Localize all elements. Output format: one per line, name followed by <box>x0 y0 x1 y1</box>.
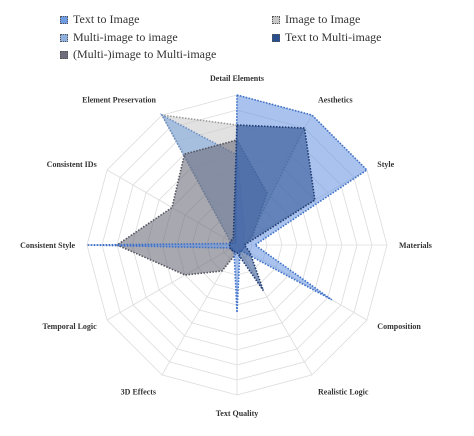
radar-series <box>86 93 369 313</box>
legend-label: Multi-image to image <box>73 30 178 44</box>
legend-swatch <box>272 15 280 24</box>
legend-item-multi-image-to-image: Multi-image to image <box>60 30 178 45</box>
axis-label-element-preservation: Element Preservation <box>82 96 156 105</box>
legend: Text to Image Image to Image Multi-image… <box>0 0 474 70</box>
axis-label-detail-elements: Detail Elements <box>210 74 264 83</box>
axis-label-realistic-logic: Realistic Logic <box>318 387 369 396</box>
axis-label-3d-effects: 3D Effects <box>121 387 156 396</box>
axis-label-composition: Composition <box>377 322 421 331</box>
axis-labels: Detail Elements Aesthetics Style Materials C… <box>20 74 432 418</box>
axis-label-aesthetics: Aesthetics <box>318 96 353 105</box>
legend-label: Text to Image <box>73 12 140 26</box>
axis-label-consistent-ids: Consistent IDs <box>47 160 97 169</box>
axis-label-temporal-logic: Temporal Logic <box>43 322 98 331</box>
legend-label: (Multi-)image to Multi-image <box>73 47 217 61</box>
axis-label-materials: Materials <box>399 241 432 250</box>
axis-label-text-quality: Text Quality <box>216 409 259 418</box>
axis-label-style: Style <box>377 160 394 169</box>
axis-label-consistent-style: Consistent Style <box>20 241 75 250</box>
legend-swatch <box>60 33 68 42</box>
legend-item-image-to-image: Image to Image <box>272 12 360 27</box>
legend-label: Text to Multi-image <box>285 30 382 44</box>
legend-item-multi-image-to-multi-image: (Multi-)image to Multi-image <box>60 47 216 62</box>
legend-swatch <box>60 50 68 59</box>
legend-swatch <box>272 33 280 42</box>
legend-label: Image to Image <box>285 12 361 26</box>
legend-swatch <box>60 15 68 24</box>
series-polygon-text-to-multi-image <box>228 124 316 291</box>
legend-item-text-to-multi-image: Text to Multi-image <box>272 30 381 45</box>
legend-item-text-to-image: Text to Image <box>60 12 139 27</box>
